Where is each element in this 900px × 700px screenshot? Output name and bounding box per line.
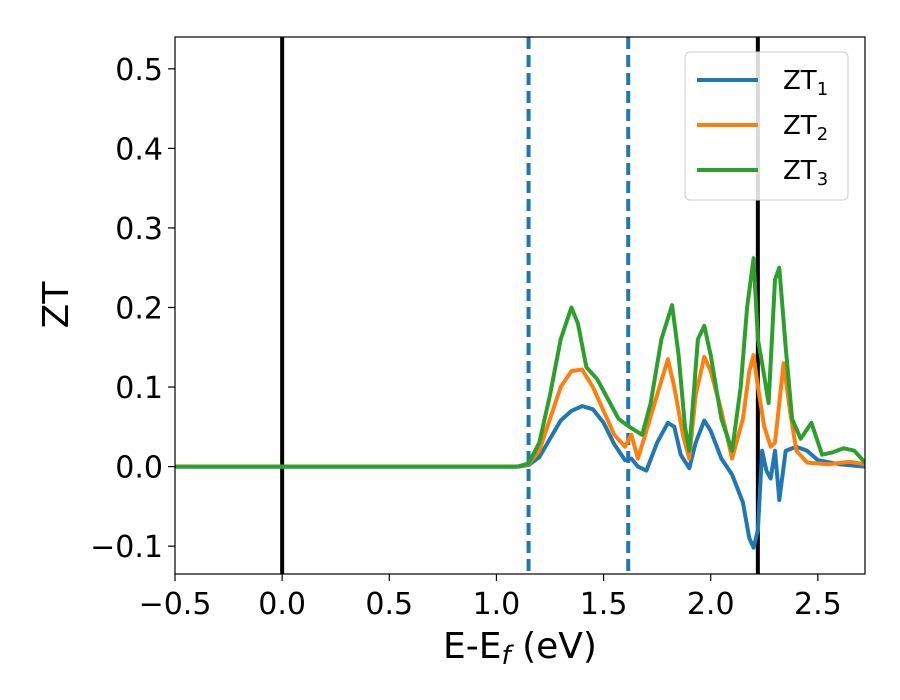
legend-label-sub-2: 2 xyxy=(817,124,828,145)
legend-label-main-3: ZT xyxy=(783,156,817,186)
legend-label-sub-1: 1 xyxy=(817,79,828,100)
y-axis-label: ZT xyxy=(36,281,77,329)
y-tick-label-4: 0.3 xyxy=(115,212,163,247)
legend-label-sub-3: 3 xyxy=(817,169,828,190)
x-axis-label: E-Ef (eV) xyxy=(443,626,597,671)
y-tick-label-3: 0.2 xyxy=(115,291,163,326)
y-tick-label-1: 0.0 xyxy=(115,451,163,486)
series-line-3 xyxy=(175,256,865,469)
series-lines xyxy=(175,256,865,550)
y-tick-label-5: 0.4 xyxy=(115,132,163,167)
y-tick-label-0: −0.1 xyxy=(90,530,163,565)
legend-label-main-2: ZT xyxy=(783,111,817,141)
x-axis-ticks: −0.5 0.0 0.5 1.0 1.5 2.0 2.5 xyxy=(139,574,842,622)
plot-frame xyxy=(174,36,866,575)
x-tick-label-5: 2.0 xyxy=(687,587,735,622)
legend-label-1: ZT1 xyxy=(783,66,828,100)
y-tick-label-6: 0.5 xyxy=(115,53,163,88)
legend-label-3: ZT3 xyxy=(783,156,828,190)
legend-label-2: ZT2 xyxy=(783,111,828,145)
x-tick-label-1: 0.0 xyxy=(258,587,306,622)
x-tick-label-3: 1.0 xyxy=(473,587,521,622)
x-tick-label-0: −0.5 xyxy=(139,587,212,622)
x-tick-label-2: 0.5 xyxy=(365,587,413,622)
legend-label-main-1: ZT xyxy=(783,66,817,96)
x-axis-label-main: E-E xyxy=(443,626,501,667)
x-tick-label-6: 2.5 xyxy=(794,587,842,622)
y-axis-ticks: −0.1 0.0 0.1 0.2 0.3 0.4 0.5 xyxy=(90,53,175,565)
x-tick-label-4: 1.5 xyxy=(580,587,628,622)
x-axis-label-unit: (eV) xyxy=(511,626,597,667)
y-tick-label-2: 0.1 xyxy=(115,371,163,406)
legend-box xyxy=(684,51,849,201)
series-line-1 xyxy=(175,404,865,550)
